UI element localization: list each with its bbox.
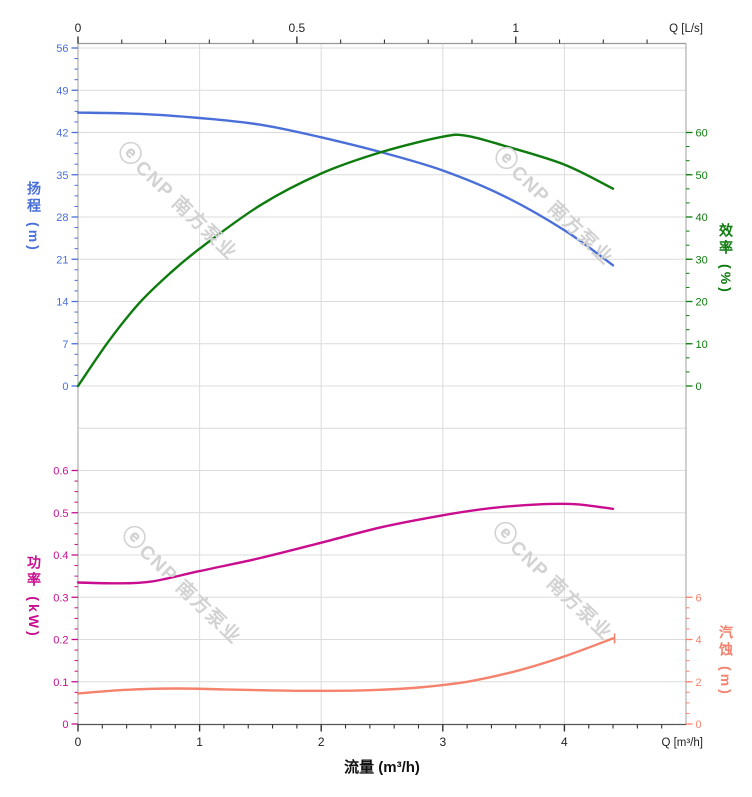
efficiency-axis-title: 效率 (%) xyxy=(718,223,734,295)
flow-axis-title: 流量 (m³/h) xyxy=(344,759,420,776)
tick-label: Q [L/s] xyxy=(669,23,703,35)
head-tick-label: 0 xyxy=(62,381,68,393)
head-axis-title: 扬程 (m) xyxy=(26,181,42,253)
eff-tick-label: 20 xyxy=(696,297,708,309)
npsh-tick-label: 6 xyxy=(696,592,702,604)
head-tick-label: 21 xyxy=(56,254,68,266)
tick-label: Q [m³/h] xyxy=(661,737,703,749)
tick-label: 2 xyxy=(318,735,325,749)
power-tick-label: 0.5 xyxy=(53,508,68,520)
head-tick-label: 28 xyxy=(56,212,68,224)
tick-label: 0 xyxy=(75,21,82,35)
tick-label: 3 xyxy=(439,735,446,749)
power-tick-label: 0.4 xyxy=(53,550,68,562)
power-tick-label: 0.2 xyxy=(53,635,68,647)
npsh-tick-label: 0 xyxy=(696,719,702,731)
tick-label: 0 xyxy=(75,735,82,749)
tick-label: 1 xyxy=(512,21,519,35)
head-tick-label: 42 xyxy=(56,128,68,140)
eff-tick-label: 30 xyxy=(696,254,708,266)
head-tick-label: 14 xyxy=(56,297,68,309)
power-axis-title: 功率 (kW) xyxy=(26,555,42,639)
eff-tick-label: 0 xyxy=(696,381,702,393)
power-tick-label: 0.6 xyxy=(53,466,68,478)
eff-tick-label: 10 xyxy=(696,339,708,351)
eff-tick-label: 40 xyxy=(696,212,708,224)
npsh-tick-label: 4 xyxy=(696,635,702,647)
npsh-curve xyxy=(76,637,615,695)
head-curve xyxy=(76,111,615,267)
tick-label: 0.5 xyxy=(289,21,306,35)
head-tick-label: 35 xyxy=(56,170,68,182)
eff-tick-label: 50 xyxy=(696,170,708,182)
head-tick-label: 7 xyxy=(62,339,68,351)
npsh-tick-label: 2 xyxy=(696,677,702,689)
power-curve xyxy=(76,502,615,585)
tick-label: 1 xyxy=(196,735,203,749)
head-tick-label: 56 xyxy=(56,43,68,55)
eff-curve xyxy=(76,133,615,388)
tick-label: 4 xyxy=(561,735,568,749)
npsh-axis-title: 汽蚀 (m) xyxy=(718,625,734,697)
power-tick-label: 0.1 xyxy=(53,677,68,689)
eff-tick-label: 60 xyxy=(696,128,708,140)
power-tick-label: 0 xyxy=(62,719,68,731)
head-tick-label: 49 xyxy=(56,85,68,97)
power-tick-label: 0.3 xyxy=(53,592,68,604)
